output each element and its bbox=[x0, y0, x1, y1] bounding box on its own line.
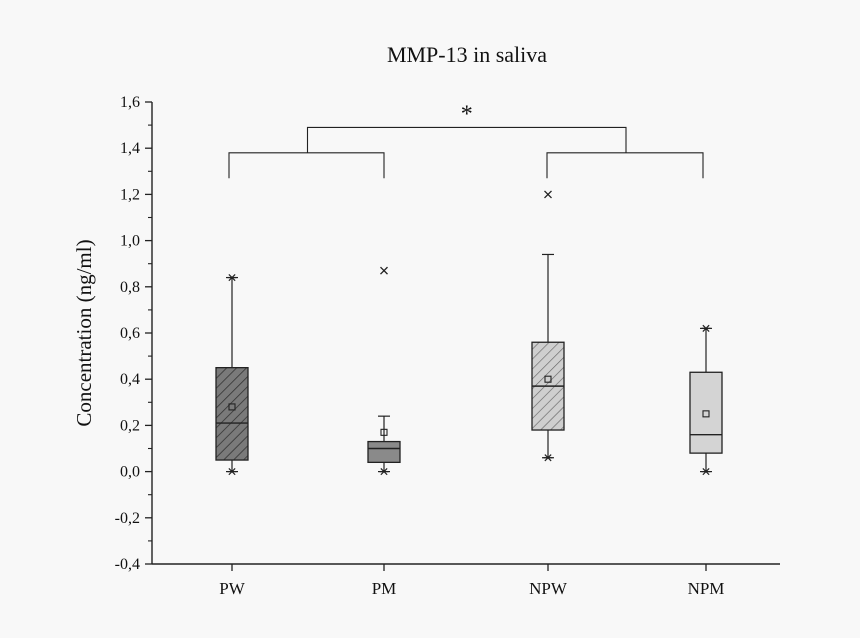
mean-marker bbox=[380, 428, 388, 436]
box-iqr bbox=[689, 371, 723, 454]
x-category-label: NPM bbox=[688, 579, 725, 598]
y-ticks: -0,4 -0,2 0,0 0,2 0,4 0,6 0,8 1,0 1,2 1,4 1,6 bbox=[115, 94, 152, 573]
mean-marker bbox=[544, 375, 552, 383]
y-tick-label: 1,0 bbox=[120, 233, 140, 250]
y-tick-label: 0,8 bbox=[120, 279, 140, 296]
max-marker bbox=[702, 324, 710, 332]
y-tick-label: 0,4 bbox=[120, 371, 140, 388]
min-marker bbox=[380, 468, 388, 476]
mean-marker bbox=[228, 403, 236, 411]
y-tick-label: 1,2 bbox=[120, 186, 140, 203]
min-marker bbox=[228, 468, 236, 476]
x-category-label: PM bbox=[372, 579, 397, 598]
bracket-left bbox=[228, 152, 385, 179]
y-tick-label: 0,0 bbox=[120, 464, 140, 481]
bracket-right bbox=[546, 152, 704, 179]
y-tick-label: 1,6 bbox=[120, 94, 140, 111]
x-category-label: NPW bbox=[529, 579, 568, 598]
bracket-top bbox=[306, 126, 627, 153]
mean-marker bbox=[702, 410, 710, 418]
box-iqr bbox=[215, 366, 249, 461]
x-category-label: PW bbox=[219, 579, 245, 598]
category-labels: PW PM NPW NPM bbox=[219, 564, 724, 598]
box-npw bbox=[531, 190, 565, 462]
min-marker bbox=[702, 468, 710, 476]
y-tick-label: 0,6 bbox=[120, 325, 140, 342]
y-axis-label: Concentration (ng/ml) bbox=[72, 239, 96, 426]
max-marker bbox=[228, 273, 236, 282]
y-tick-label: 0,2 bbox=[120, 417, 140, 434]
axes bbox=[151, 102, 780, 565]
y-tick-label: -0,2 bbox=[115, 510, 140, 527]
box-iqr bbox=[367, 440, 401, 464]
significance-label: * bbox=[461, 101, 473, 127]
box-pm bbox=[367, 266, 401, 476]
box-pw bbox=[215, 273, 249, 476]
significance-bracket: * bbox=[228, 101, 704, 179]
chart-title: MMP-13 in saliva bbox=[387, 42, 547, 67]
min-marker bbox=[544, 454, 552, 462]
box-plots bbox=[215, 190, 723, 476]
outlier-marker bbox=[380, 266, 388, 275]
y-tick-label: 1,4 bbox=[120, 140, 140, 157]
y-tick-label: -0,4 bbox=[115, 556, 140, 573]
box-npm bbox=[689, 324, 723, 476]
outlier-marker bbox=[544, 190, 552, 199]
